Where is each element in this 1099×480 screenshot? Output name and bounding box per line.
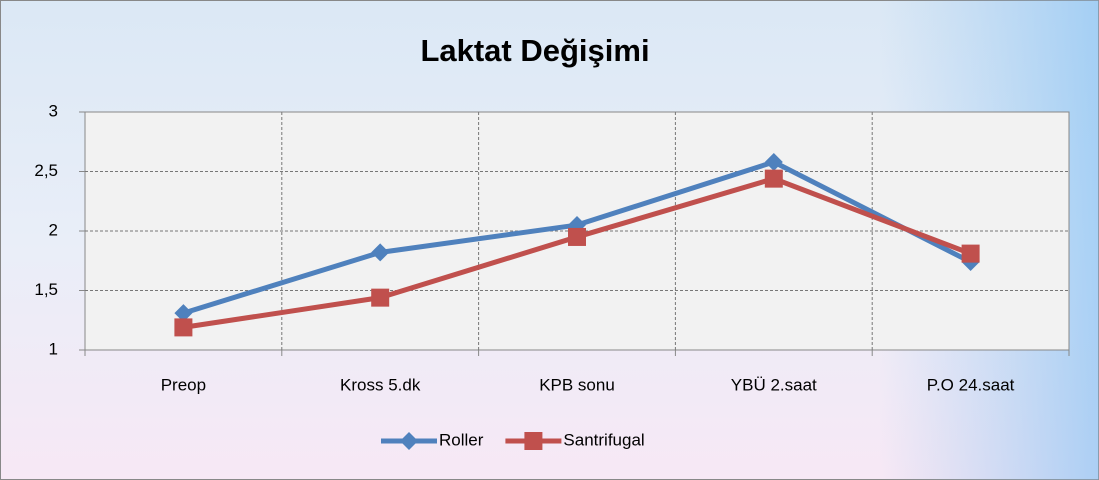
data-point — [764, 169, 783, 188]
legend-label: Roller — [439, 430, 484, 449]
y-tick-label: 1 — [49, 339, 58, 358]
y-tick-label: 1,5 — [34, 280, 58, 299]
chart-title: Laktat Değişimi — [420, 33, 649, 68]
y-tick-label: 2 — [49, 220, 58, 239]
data-point — [961, 244, 980, 263]
x-tick-label: YBÜ 2.saat — [731, 375, 817, 394]
x-tick-label: Preop — [161, 375, 206, 394]
data-point — [371, 243, 390, 262]
y-tick-label: 2,5 — [34, 161, 58, 180]
x-tick-label: P.O 24.saat — [927, 375, 1015, 394]
y-tick-label: 3 — [49, 101, 58, 120]
legend-marker — [400, 432, 418, 450]
data-point — [371, 288, 390, 307]
x-tick-label: KPB sonu — [539, 375, 615, 394]
legend-label: Santrifugal — [563, 430, 644, 449]
data-point — [568, 227, 586, 246]
legend-marker — [524, 432, 543, 450]
data-point — [764, 152, 783, 171]
data-point — [174, 318, 193, 337]
data-point — [174, 304, 193, 323]
x-tick-label: Kross 5.dk — [340, 375, 421, 394]
